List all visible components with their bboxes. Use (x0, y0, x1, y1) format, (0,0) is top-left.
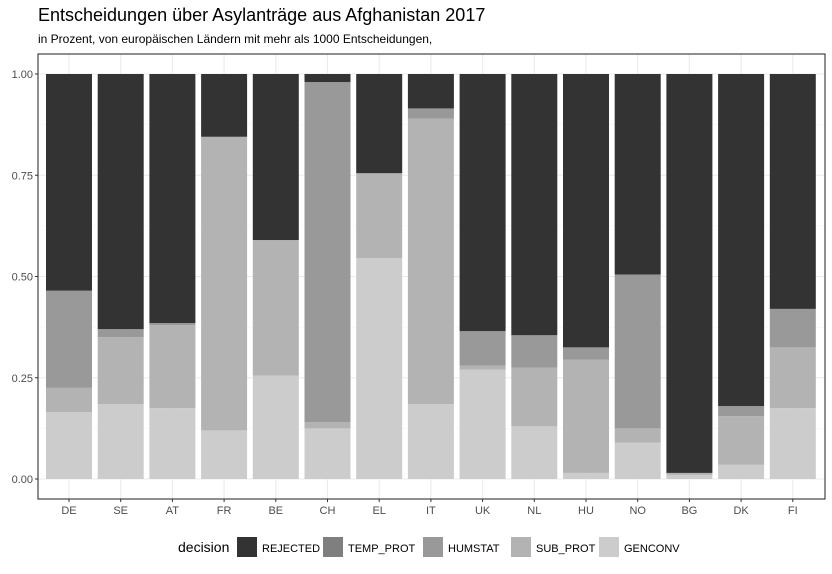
bar-segment-rejected-uk (459, 74, 506, 332)
legend-label-temp-prot: TEMP_PROT (348, 543, 416, 555)
x-tick-label-dk: DK (733, 505, 749, 517)
bar-segment-sub-prot-fi (769, 347, 816, 409)
legend-key-genconv (599, 537, 619, 557)
bar-segment-rejected-ch (304, 74, 351, 83)
x-tick-label-hu: HU (578, 505, 594, 517)
bar-segment-rejected-fr (201, 74, 248, 137)
bar-segment-humstat-de (46, 290, 92, 388)
legend-key-rejected (237, 537, 257, 557)
bar-segment-genconv-dk (718, 464, 765, 479)
x-tick-label-be: BE (268, 505, 283, 517)
chart-title: Entscheidungen über Asylanträge aus Afgh… (38, 5, 485, 25)
bar-segment-humstat-at (149, 323, 196, 326)
legend-label-genconv: GENCONV (624, 543, 680, 555)
x-tick-label-nl: NL (527, 505, 541, 517)
bar-segment-rejected-at (149, 74, 196, 324)
bar-segment-rejected-nl (511, 74, 558, 336)
bar-segment-humstat-no (614, 274, 661, 429)
x-tick-label-fi: FI (788, 505, 798, 517)
bar-segment-rejected-it (407, 74, 454, 109)
bar-segment-genconv-fr (201, 430, 248, 479)
bar-segment-sub-prot-ch (304, 422, 351, 429)
bar-segment-humstat-dk (718, 406, 765, 417)
bar-segment-sub-prot-hu (563, 359, 609, 473)
bar-segment-rejected-hu (563, 74, 609, 348)
bar-segment-sub-prot-nl (511, 367, 558, 427)
bar-segment-genconv-no (614, 442, 661, 479)
x-tick-label-fr: FR (217, 505, 232, 517)
bar-segment-sub-prot-no (614, 428, 661, 443)
y-tick-label: 1.00 (12, 69, 33, 81)
legend-key-humstat (423, 537, 443, 557)
bar-segment-genconv-hu (563, 472, 609, 479)
legend-key-temp-prot (323, 537, 343, 557)
bar-segment-genconv-ch (304, 428, 351, 479)
bar-segment-sub-prot-uk (459, 365, 506, 370)
bar-segment-genconv-el (356, 258, 403, 479)
legend-key-sub-prot (511, 537, 531, 557)
x-tick-label-uk: UK (475, 505, 491, 517)
legend-label-sub-prot: SUB_PROT (536, 543, 596, 555)
bar-segment-rejected-bg (666, 74, 713, 473)
legend-label-humstat: HUMSTAT (448, 543, 500, 555)
bar-segment-sub-prot-at (149, 325, 196, 409)
bar-segment-genconv-bg (666, 474, 713, 479)
bar-segment-genconv-fi (769, 408, 816, 479)
legend-title: decision (178, 539, 229, 555)
y-tick-label: 0.75 (12, 170, 33, 182)
bar-segment-genconv-nl (511, 426, 558, 479)
chart-subtitle: in Prozent, von europäischen Ländern mit… (38, 32, 432, 46)
bar-segment-humstat-nl (511, 335, 558, 368)
bar-segment-genconv-de (46, 412, 92, 479)
bar-segment-rejected-no (614, 74, 661, 275)
bar-segment-humstat-it (407, 108, 454, 119)
bar-segment-sub-prot-be (252, 240, 299, 376)
bar-segment-rejected-be (252, 74, 299, 241)
x-tick-label-at: AT (166, 505, 180, 517)
bar-segment-sub-prot-se (97, 337, 144, 405)
x-tick-label-it: IT (426, 505, 436, 517)
bar-segment-humstat-fi (769, 308, 816, 348)
bar-segment-genconv-be (252, 375, 299, 479)
bar-segment-sub-prot-de (46, 387, 92, 413)
bar-segment-genconv-at (149, 408, 196, 479)
bar-segment-humstat-hu (563, 347, 609, 360)
bar-segment-rejected-dk (718, 74, 765, 407)
bar-segment-humstat-se (97, 329, 144, 338)
bar-segment-genconv-uk (459, 369, 506, 479)
bar-segment-rejected-el (356, 74, 403, 174)
y-tick-label: 0.00 (12, 474, 33, 486)
bar-segment-rejected-fi (769, 74, 816, 309)
x-tick-label-no: NO (629, 505, 646, 517)
legend-label-rejected: REJECTED (262, 543, 320, 555)
bar-segment-genconv-se (97, 404, 144, 479)
bar-segment-humstat-ch (304, 82, 351, 423)
x-tick-label-el: EL (372, 505, 385, 517)
bar-segment-genconv-it (407, 404, 454, 479)
legend: decision REJECTED TEMP_PROT HUMSTAT SUB_PRO… (178, 537, 680, 557)
bar-segment-sub-prot-fr (201, 136, 248, 431)
x-tick-label-se: SE (113, 505, 128, 517)
bar-segment-rejected-se (97, 74, 144, 330)
y-tick-label: 0.25 (12, 373, 33, 385)
plot-area: 0.00 0.25 0.50 0.75 1.00 DE SE AT FR BE CH EL IT UK NL… (12, 53, 826, 517)
bar-segment-sub-prot-bg (666, 472, 713, 475)
x-tick-label-ch: CH (320, 505, 336, 517)
x-tick-label-bg: BG (681, 505, 697, 517)
bar-segment-sub-prot-dk (718, 416, 765, 465)
bar-segment-humstat-uk (459, 331, 506, 366)
bar-segment-sub-prot-it (407, 118, 454, 405)
y-tick-label: 0.50 (12, 272, 33, 284)
bar-segment-rejected-de (46, 74, 92, 291)
bar-segment-sub-prot-el (356, 173, 403, 259)
x-tick-label-de: DE (61, 505, 76, 517)
